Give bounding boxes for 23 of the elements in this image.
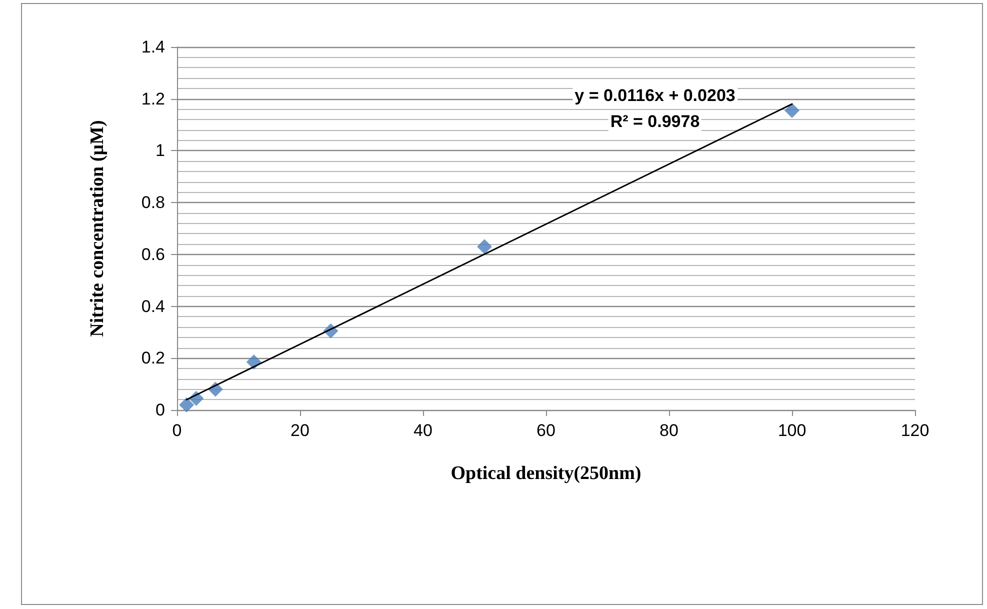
y-tick-label: 0 [156,400,165,420]
annotation: y = 0.0116x + 0.0203 [572,86,738,106]
y-tick-label: 1.4 [141,38,165,56]
y-tick-label: 1.2 [141,89,165,108]
x-tick-label: 0 [172,421,182,440]
y-tick-label: 0.2 [141,348,165,368]
point [784,103,800,118]
y-tick-label: 0.8 [141,193,165,212]
y-axis-title: Nitrite concentration (µM) [87,120,108,337]
x-tick-label: 80 [660,421,678,440]
x-tick-label: 20 [290,421,310,440]
annotation: R² = 0.9978 [608,112,702,132]
x-tick-label: 100 [778,421,806,440]
y-tick-label: 1 [156,141,165,160]
point [179,397,194,412]
y-tick-label: 0.4 [141,296,165,316]
x-tick-label: 40 [414,421,432,440]
y-tick-label: 0.6 [141,244,165,264]
point [246,354,262,370]
x-axis-title: Optical density(250nm) [450,463,642,484]
x-tick-label: 120 [900,421,930,440]
x-tick-label: 60 [536,421,556,440]
point [477,239,492,254]
